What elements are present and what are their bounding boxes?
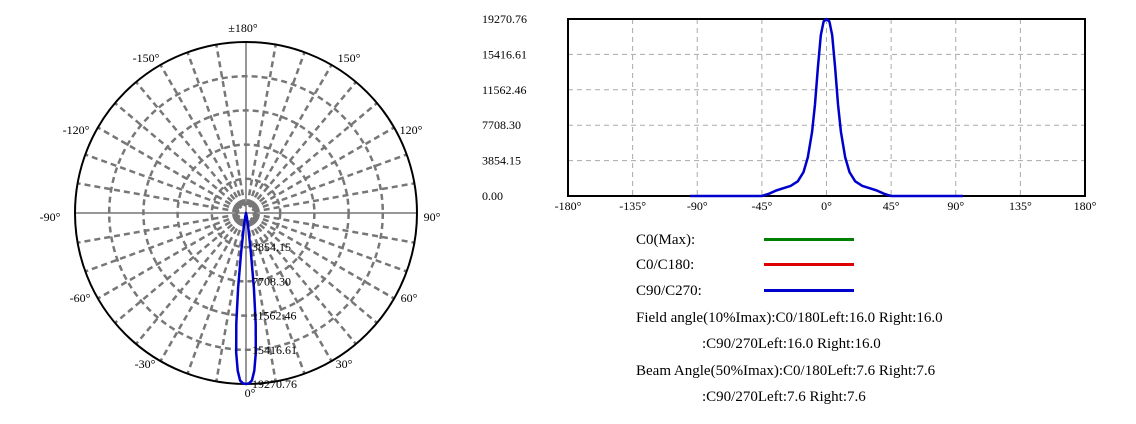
polar-radial-label: 3854.15 [252, 240, 291, 254]
polar-spoke [77, 182, 239, 213]
polar-angle-label: 60° [401, 291, 418, 305]
polar-angle-label: -60° [70, 291, 91, 305]
polar-spoke [252, 126, 395, 211]
legend-label-c90c270: C90/C270: [636, 283, 702, 299]
polar-labels: ±180° 150° 120° 90° 60° 30° 0° -30° -60° -90° -120… [40, 21, 441, 400]
legend-swatch-c0c180 [764, 263, 854, 266]
polar-grid [74, 41, 418, 385]
polar-radial-label: 11562.46 [252, 309, 297, 323]
polar-spoke [248, 219, 333, 362]
polar-spoke [215, 220, 246, 382]
field-angle-line-1: Field angle(10%Imax):C0/180Left:16.0 Rig… [636, 310, 943, 326]
polar-spoke [97, 215, 240, 300]
polar-spoke [84, 214, 239, 273]
polar-spoke [246, 44, 277, 206]
polar-spoke [253, 213, 415, 244]
polar-spoke [253, 182, 415, 213]
polar-spoke [250, 81, 357, 208]
polar-spoke [251, 217, 378, 324]
polar-spoke [77, 213, 239, 244]
legend-swatch-c90c270 [764, 289, 854, 292]
polar-radial-label: 7708.30 [252, 274, 291, 288]
polar-spoke [114, 217, 241, 324]
polar-spoke [253, 214, 408, 273]
polar-spoke [159, 64, 244, 207]
legend-label-c0max: C0(Max): [636, 232, 696, 248]
polar-angle-label: 120° [400, 123, 423, 137]
polar-angle-label: 150° [338, 51, 361, 65]
polar-spoke [135, 218, 242, 345]
polar-series-line [234, 211, 258, 386]
polar-spoke [215, 44, 246, 206]
polar-spoke [248, 64, 333, 207]
polar-spoke [159, 219, 244, 362]
polar-angle-label: -150° [133, 51, 160, 65]
field-angle-line-2: :C90/270Left:16.0 Right:16.0 [702, 336, 881, 352]
beam-angle-line-1: Beam Angle(50%Imax):C0/180Left:7.6 Right… [636, 363, 936, 379]
polar-angle-label: -120° [63, 123, 90, 137]
polar-spoke [247, 220, 306, 375]
polar-spoke [186, 51, 245, 206]
polar-spoke [84, 153, 239, 212]
polar-spoke [247, 51, 306, 206]
beam-angle-line-2: :C90/270Left:7.6 Right:7.6 [702, 389, 866, 405]
polar-spoke [253, 153, 408, 212]
polar-spoke [252, 215, 395, 300]
polar-angle-label: 90° [424, 210, 441, 224]
polar-spoke [250, 218, 357, 345]
polar-angle-label: 30° [336, 357, 353, 371]
polar-angle-label: 0° [245, 386, 256, 400]
polar-radial-label: 19270.76 [252, 377, 297, 391]
polar-spoke [114, 102, 241, 209]
polar-angle-label: -90° [40, 210, 61, 224]
polar-spoke [186, 220, 245, 375]
polar-spoke [135, 81, 242, 208]
polar-spoke [97, 126, 240, 211]
polar-spoke [251, 102, 378, 209]
legend-swatch-c0max [764, 238, 854, 241]
polar-spoke [246, 220, 277, 382]
polar-angle-label: ±180° [228, 21, 258, 35]
polar-radial-label: 15416.61 [252, 343, 297, 357]
legend-label-c0c180: C0/C180: [636, 257, 695, 273]
polar-angle-label: -30° [135, 357, 156, 371]
polar-series [234, 211, 258, 386]
